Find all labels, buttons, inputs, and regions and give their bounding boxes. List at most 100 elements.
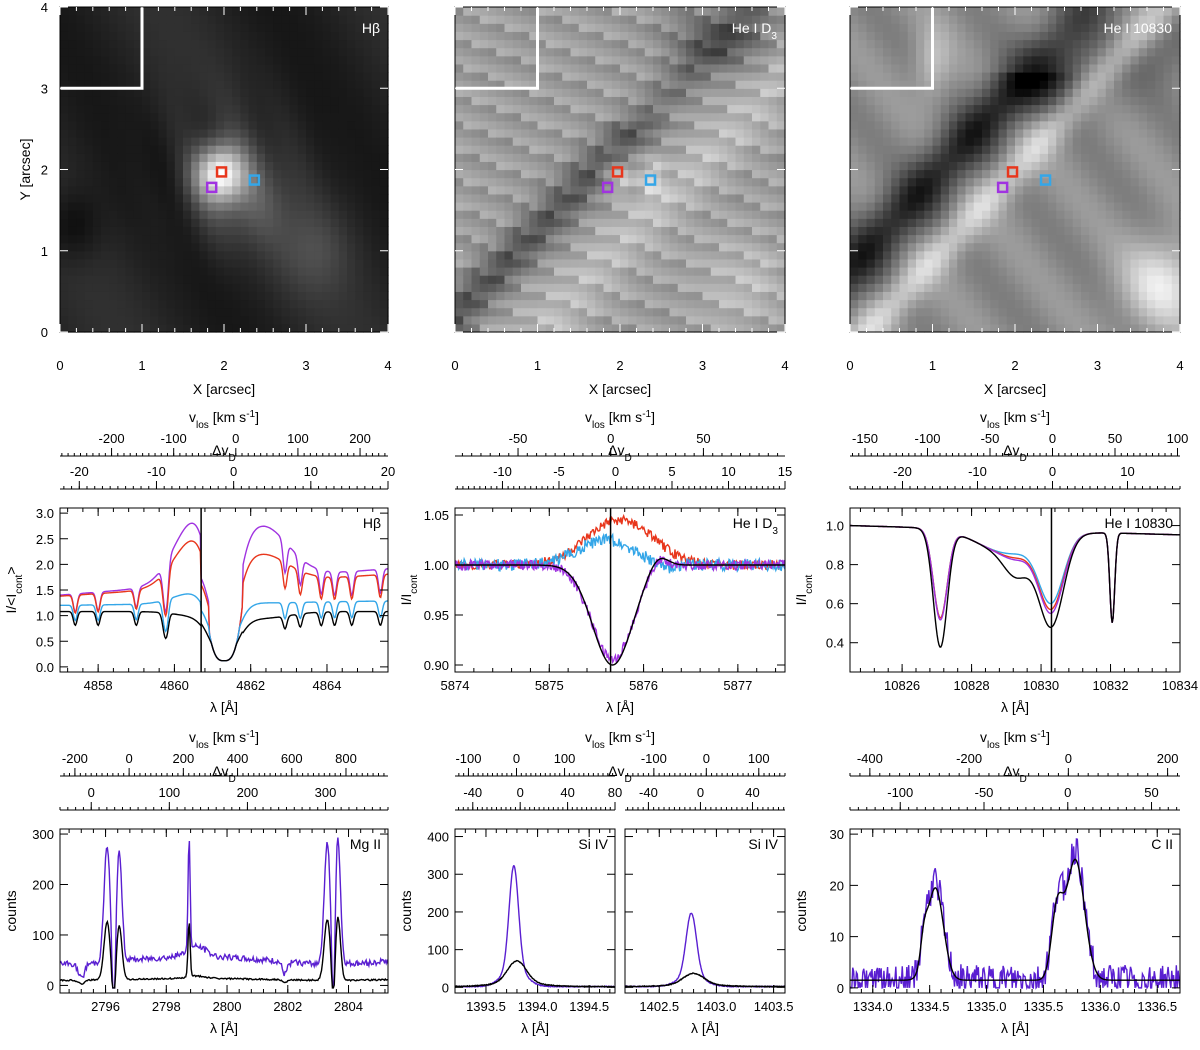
- pixel: [653, 72, 662, 81]
- pixel: [907, 31, 917, 41]
- pixel: [899, 234, 909, 244]
- pixel: [471, 23, 481, 32]
- pixel: [338, 161, 348, 171]
- pixel: [562, 202, 572, 211]
- pixel: [620, 31, 629, 41]
- pixel: [858, 250, 868, 260]
- pixel: [570, 299, 580, 309]
- pixel: [297, 39, 307, 49]
- pixel: [562, 104, 572, 114]
- pixel: [363, 80, 373, 89]
- pixel: [125, 137, 135, 146]
- pixel: [866, 7, 876, 16]
- pixel: [1064, 72, 1074, 81]
- pixel: [240, 323, 250, 333]
- pixel: [1048, 275, 1057, 284]
- pixel: [932, 120, 942, 130]
- pixel: [661, 72, 671, 81]
- pixel: [256, 137, 266, 146]
- pixel: [521, 315, 530, 325]
- pixel: [973, 193, 983, 203]
- pixel: [463, 323, 473, 333]
- pixel: [297, 258, 307, 268]
- pixel: [916, 315, 925, 325]
- pixel: [199, 267, 209, 276]
- pixel: [866, 242, 876, 252]
- pixel: [669, 96, 679, 106]
- pixel: [998, 226, 1008, 236]
- pixel: [578, 7, 588, 16]
- pixel: [611, 185, 621, 195]
- pixel: [1097, 258, 1107, 268]
- pixel: [603, 137, 613, 146]
- pixel: [166, 226, 176, 236]
- pixel: [191, 47, 200, 57]
- pixel: [174, 15, 184, 24]
- pixel: [719, 169, 728, 179]
- pixel: [371, 210, 381, 219]
- pixel: [1056, 234, 1066, 244]
- pixel: [1031, 15, 1041, 24]
- pixel: [1163, 226, 1173, 236]
- pixel: [125, 323, 135, 333]
- pixel: [932, 161, 942, 171]
- pixel: [924, 153, 934, 162]
- pixel: [379, 250, 389, 260]
- pixel: [916, 283, 925, 292]
- x-axis-label: λ [Å]: [210, 699, 238, 715]
- pixel: [760, 88, 770, 97]
- pixel: [158, 185, 168, 195]
- pixel: [776, 88, 786, 97]
- pixel: [982, 185, 991, 195]
- pixel: [84, 177, 94, 187]
- pixel: [570, 145, 580, 154]
- pixel: [471, 39, 481, 49]
- pixel: [883, 291, 892, 301]
- pixel: [504, 250, 514, 260]
- pixel: [488, 39, 497, 49]
- pixel: [883, 210, 892, 219]
- pixel: [479, 275, 489, 284]
- pixel: [347, 145, 356, 154]
- pixel: [932, 145, 942, 154]
- pixel: [562, 283, 572, 292]
- pixel: [68, 104, 77, 114]
- pixel: [117, 210, 127, 219]
- pixel: [455, 202, 464, 211]
- pixel: [899, 242, 909, 252]
- pixel: [727, 193, 737, 203]
- pixel: [1081, 267, 1090, 276]
- pixel: [1097, 55, 1107, 65]
- x-tick-label: 1: [138, 358, 145, 373]
- pixel: [232, 202, 241, 211]
- pixel: [297, 242, 307, 252]
- pixel: [1130, 153, 1140, 162]
- pixel: [488, 218, 497, 227]
- pixel: [1114, 47, 1123, 57]
- pixel: [1105, 250, 1115, 260]
- pixel: [471, 63, 481, 73]
- pixel: [355, 307, 364, 317]
- pixel: [1081, 234, 1090, 244]
- pixel: [504, 145, 514, 154]
- pixel: [314, 202, 323, 211]
- pixel: [529, 63, 539, 73]
- pixel: [174, 96, 184, 106]
- pixel: [84, 15, 94, 24]
- pixel: [866, 161, 876, 171]
- pixel: [504, 112, 514, 122]
- pixel: [199, 250, 209, 260]
- pixel: [117, 80, 127, 89]
- pixel: [694, 88, 704, 97]
- pixel: [653, 291, 662, 301]
- pixel: [1105, 210, 1115, 219]
- pixel: [347, 39, 356, 49]
- pixel: [883, 23, 892, 32]
- pixel: [289, 242, 299, 252]
- pixel: [850, 234, 859, 244]
- pixel: [1089, 250, 1099, 260]
- pixel: [1147, 80, 1156, 89]
- pixel: [529, 112, 539, 122]
- pixel: [521, 307, 530, 317]
- pixel: [1130, 120, 1140, 130]
